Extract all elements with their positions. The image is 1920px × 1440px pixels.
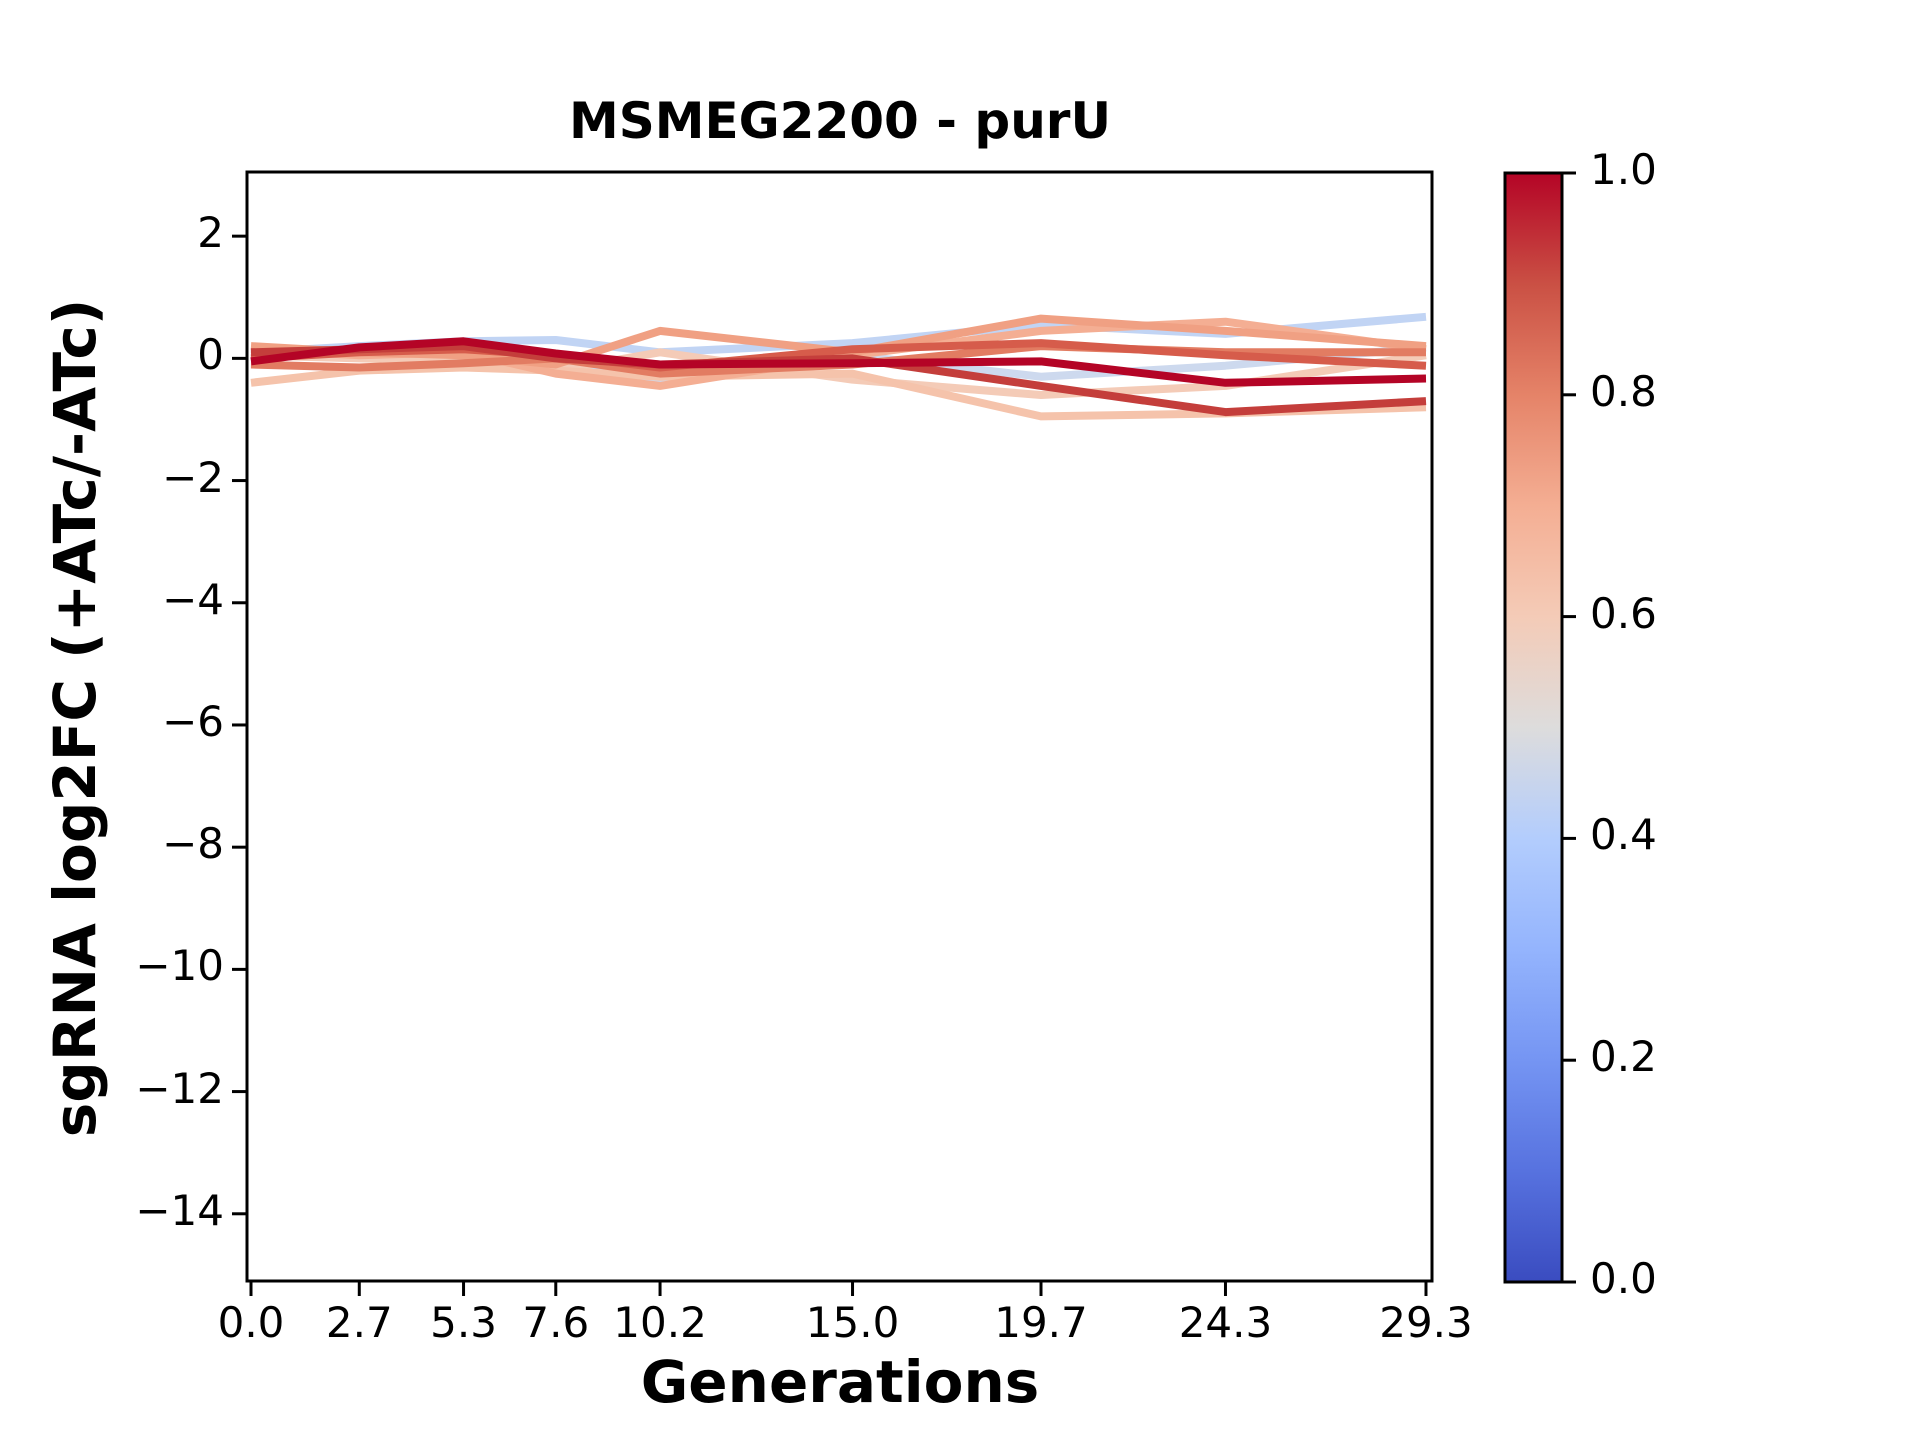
series-line-sgRNA-10: [250, 337, 1427, 387]
y-tick-label: −10: [135, 941, 224, 991]
x-tick-label: 24.3: [1178, 1298, 1273, 1347]
y-tick-label: −2: [162, 452, 224, 502]
colorbar-tick-label: 1.0: [1590, 145, 1657, 194]
colorbar-tick-label: 0.4: [1590, 810, 1657, 860]
colorbar-tick-label: 0.6: [1590, 588, 1657, 638]
x-tick-label: 29.3: [1379, 1298, 1473, 1347]
x-tick-label: 7.6: [522, 1298, 590, 1347]
y-tick-label: −4: [162, 574, 224, 624]
y-tick-label: 2: [197, 208, 224, 258]
y-tick-label: −6: [162, 696, 224, 746]
x-tick-label: 0.0: [217, 1298, 285, 1347]
chart-title: MSMEG2200 - purU: [568, 92, 1112, 150]
x-tick-label: 10.2: [613, 1298, 707, 1347]
series-line-sgRNA-3: [250, 348, 1427, 399]
colorbar-tick-label: 0.0: [1590, 1254, 1657, 1303]
colorbar: [1503, 171, 1564, 1284]
x-tick-label: 19.7: [994, 1298, 1088, 1347]
y-tick-label: −12: [135, 1063, 224, 1113]
axes-border: [245, 170, 1434, 1283]
colorbar-tick-label: 0.8: [1590, 366, 1657, 416]
colorbar-tick-label: 0.2: [1590, 1032, 1657, 1082]
x-tick-label: 15.0: [805, 1298, 900, 1347]
y-tick-label: 0: [197, 330, 224, 380]
x-axis-label: Generations: [640, 1348, 1040, 1416]
x-tick-label: 2.7: [325, 1298, 393, 1347]
x-tick-label: 5.3: [430, 1298, 497, 1347]
y-tick-label: −14: [135, 1185, 224, 1235]
y-tick-label: −8: [162, 819, 224, 869]
